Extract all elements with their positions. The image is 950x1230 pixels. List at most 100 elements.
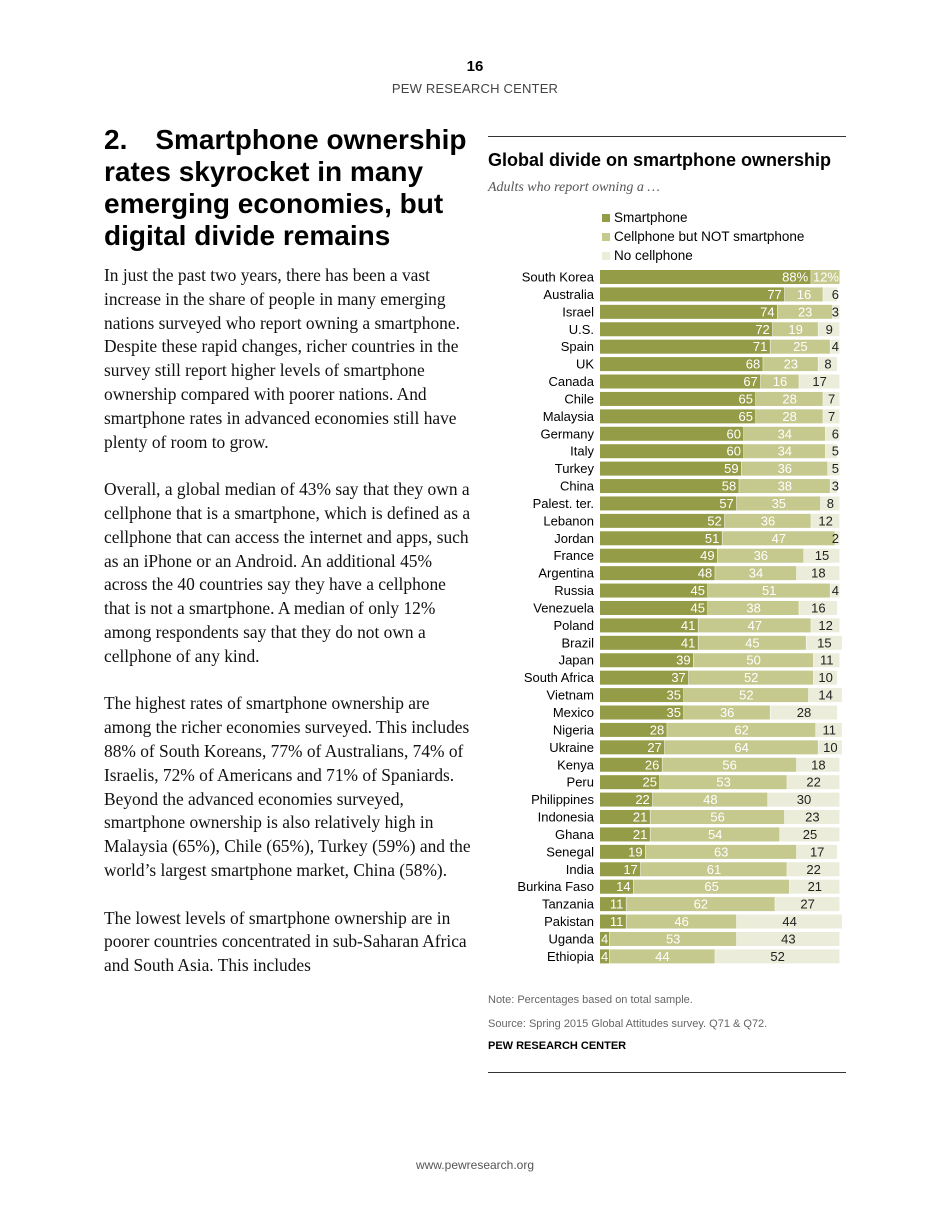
category-label: Nigeria	[553, 722, 595, 737]
bar-segment	[820, 496, 840, 511]
bar-segment	[717, 548, 804, 563]
bar-segment	[660, 775, 787, 790]
data-label: 28	[782, 391, 796, 406]
data-label: 35	[772, 496, 786, 511]
bar-segment	[650, 810, 785, 825]
bar-segment	[811, 618, 840, 633]
bar-segment	[818, 357, 838, 372]
bar-segment	[744, 426, 826, 441]
bar-segment	[600, 391, 756, 406]
data-label: 22	[806, 775, 820, 790]
data-label: 52	[744, 670, 758, 685]
category-label: Japan	[559, 653, 594, 668]
bar-segment	[770, 339, 830, 354]
bar-segment	[830, 583, 840, 598]
category-label: Ethiopia	[547, 949, 595, 964]
bar-segment	[835, 531, 840, 546]
bar-segment	[763, 357, 818, 372]
data-label: 14	[616, 879, 630, 894]
data-label: 41	[681, 618, 695, 633]
category-label: Malaysia	[543, 409, 595, 424]
bar-segment	[784, 810, 840, 825]
bar-segment	[756, 391, 823, 406]
data-label: 4	[832, 339, 839, 354]
data-label: 12	[818, 618, 832, 633]
bar-segment	[662, 757, 797, 772]
data-label: 5	[832, 461, 839, 476]
bar-segment	[600, 531, 722, 546]
bar-segment	[813, 670, 838, 685]
bottom-rule	[488, 1072, 846, 1073]
category-label: Palest. ter.	[533, 496, 594, 511]
data-label: 52	[739, 688, 753, 703]
bar-segment	[772, 322, 818, 337]
data-label: 14	[818, 688, 832, 703]
bar-segment	[811, 513, 840, 528]
data-label: 41	[681, 635, 695, 650]
bar-segment	[830, 339, 840, 354]
data-label: 17	[623, 862, 637, 877]
category-label: UK	[576, 357, 594, 372]
category-label: Burkina Faso	[517, 879, 594, 894]
footer-url: www.pewresearch.org	[415, 1158, 535, 1172]
data-label: 36	[778, 461, 792, 476]
bar-segment	[600, 566, 715, 581]
data-label: 43	[781, 931, 795, 946]
bar-segment	[739, 479, 830, 494]
data-label: 59	[724, 461, 738, 476]
data-label: 88%	[782, 270, 808, 285]
data-label: 23	[798, 304, 812, 319]
bar-segment	[736, 931, 840, 946]
data-label: 45	[691, 600, 705, 615]
category-label: China	[560, 479, 595, 494]
bar-segment	[600, 914, 626, 929]
legend-item-cellphone: Cellphone but NOT smartphone	[602, 227, 804, 246]
bar-segment	[633, 879, 790, 894]
data-label: 16	[797, 287, 811, 302]
bar-segment	[736, 914, 842, 929]
category-label: Germany	[541, 426, 595, 441]
data-label: 7	[828, 409, 835, 424]
data-label: 15	[817, 635, 831, 650]
data-label: 3	[832, 304, 839, 319]
data-label: 62	[734, 722, 748, 737]
bar-segment	[609, 949, 715, 964]
category-label: Kenya	[557, 757, 595, 772]
bar-segment	[708, 600, 799, 615]
bar-segment	[818, 322, 840, 337]
bar-segment	[600, 322, 773, 337]
category-label: Israel	[562, 304, 594, 319]
bar-segment	[796, 844, 838, 859]
bar-segment	[708, 583, 830, 598]
bar-segment	[804, 548, 840, 563]
data-label: 72	[755, 322, 769, 337]
bar-segment	[600, 513, 725, 528]
legend-swatch	[602, 213, 610, 222]
data-label: 25	[793, 339, 807, 354]
data-label: 50	[746, 653, 760, 668]
bar-segment	[823, 391, 840, 406]
data-label: 45	[745, 635, 759, 650]
data-label: 60	[727, 444, 741, 459]
category-label: South Korea	[522, 270, 595, 285]
data-label: 10	[823, 740, 837, 755]
bar-segment	[600, 688, 684, 703]
data-label: 11	[610, 914, 624, 929]
data-label: 44	[782, 914, 796, 929]
data-label: 7	[828, 391, 835, 406]
legend-swatch	[602, 232, 610, 241]
data-label: 38	[778, 479, 792, 494]
bar-segment	[787, 862, 840, 877]
bar-segment	[600, 270, 811, 284]
data-label: 2	[832, 531, 839, 546]
data-label: 11	[820, 653, 834, 668]
bar-segment	[684, 688, 809, 703]
bar-segment	[796, 566, 840, 581]
data-label: 60	[727, 426, 741, 441]
data-label: 47	[772, 531, 786, 546]
data-label: 74	[760, 304, 774, 319]
data-label: 34	[749, 566, 763, 581]
bar-segment	[722, 531, 835, 546]
bar-segment	[600, 757, 662, 772]
data-label: 46	[674, 914, 688, 929]
